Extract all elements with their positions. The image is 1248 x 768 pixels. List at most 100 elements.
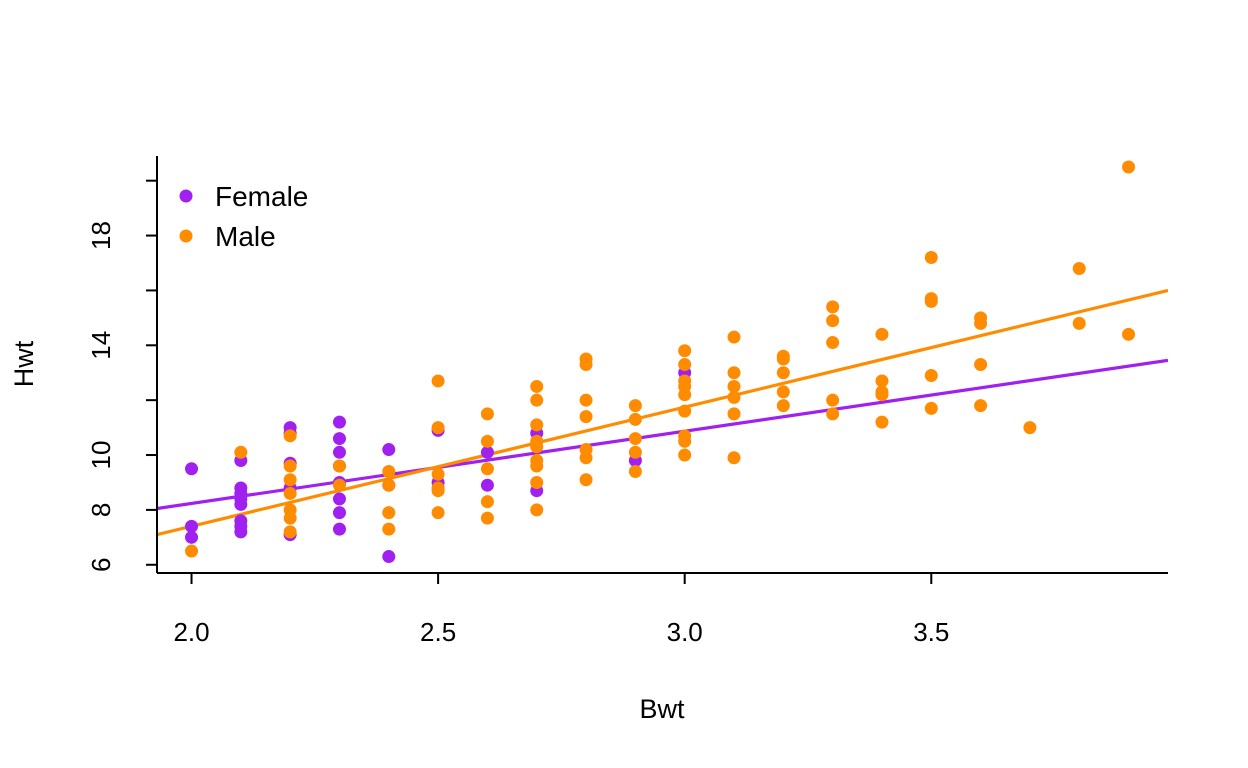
y-axis-title: Hwt <box>9 340 39 387</box>
data-point <box>234 445 248 459</box>
x-tick-label: 3.5 <box>913 617 949 647</box>
data-point <box>1072 316 1086 330</box>
data-point <box>628 464 642 478</box>
data-point <box>530 459 544 473</box>
data-point <box>727 330 741 344</box>
y-ticks: 6 8 10 14 18 <box>86 179 157 572</box>
data-point <box>678 434 692 448</box>
series-male <box>185 160 1136 558</box>
data-point <box>382 464 396 478</box>
data-point <box>1023 421 1037 435</box>
data-point <box>530 503 544 517</box>
data-point <box>480 462 494 476</box>
data-point <box>678 388 692 402</box>
data-point <box>924 251 938 265</box>
data-point <box>727 451 741 465</box>
data-point <box>579 451 593 465</box>
legend: Female Male <box>179 181 308 252</box>
data-point <box>579 410 593 424</box>
data-point <box>628 432 642 446</box>
data-point <box>332 459 346 473</box>
data-point <box>480 511 494 525</box>
data-point <box>332 445 346 459</box>
data-point <box>678 344 692 358</box>
data-point <box>579 473 593 487</box>
data-point <box>628 412 642 426</box>
data-point <box>924 294 938 308</box>
data-point <box>727 390 741 404</box>
fit-line-male <box>157 288 1168 537</box>
data-point <box>234 525 248 539</box>
y-tick-label: 8 <box>86 503 116 517</box>
x-tick-label: 3.0 <box>667 617 703 647</box>
legend-label: Male <box>215 221 276 252</box>
data-point <box>382 506 396 520</box>
data-point <box>826 300 840 314</box>
data-point <box>678 448 692 462</box>
x-tick-label: 2.0 <box>173 617 209 647</box>
data-point <box>924 368 938 382</box>
data-point <box>727 379 741 393</box>
data-point <box>826 393 840 407</box>
data-points <box>185 160 1136 564</box>
y-tick-label: 18 <box>86 221 116 250</box>
x-ticks: 2.0 2.5 3.0 3.5 <box>173 573 949 647</box>
data-point <box>382 443 396 457</box>
data-point <box>332 478 346 492</box>
data-point <box>530 440 544 454</box>
fit-lines <box>157 288 1168 537</box>
legend-item-female: Female <box>179 181 308 212</box>
data-point <box>332 492 346 506</box>
data-point <box>530 393 544 407</box>
data-point <box>480 445 494 459</box>
data-point <box>283 511 297 525</box>
data-point <box>826 407 840 421</box>
data-point <box>283 429 297 443</box>
data-point <box>431 484 445 498</box>
data-point <box>875 388 889 402</box>
data-point <box>431 374 445 388</box>
data-point <box>382 478 396 492</box>
data-point <box>283 459 297 473</box>
y-tick-label: 10 <box>86 441 116 470</box>
data-point <box>628 445 642 459</box>
data-point <box>974 316 988 330</box>
data-point <box>875 374 889 388</box>
y-tick-label: 6 <box>86 558 116 572</box>
data-point <box>480 478 494 492</box>
data-point <box>530 475 544 489</box>
data-point <box>1122 327 1136 341</box>
data-point <box>826 314 840 328</box>
data-point <box>875 415 889 429</box>
data-point <box>480 495 494 509</box>
data-point <box>332 432 346 446</box>
data-point <box>727 366 741 380</box>
data-point <box>431 467 445 481</box>
data-point <box>1122 160 1136 174</box>
fit-line-female <box>157 358 1168 511</box>
data-point <box>776 385 790 399</box>
axes: 2.0 2.5 3.0 3.5 6 8 10 14 18 <box>86 156 1168 647</box>
data-point <box>530 379 544 393</box>
data-point <box>283 486 297 500</box>
data-point <box>382 522 396 536</box>
data-point <box>678 404 692 418</box>
data-point <box>431 506 445 520</box>
data-point <box>185 462 199 476</box>
y-tick-label: 14 <box>86 331 116 360</box>
data-point <box>480 434 494 448</box>
data-point <box>776 352 790 366</box>
data-point <box>826 336 840 350</box>
data-point <box>185 519 199 533</box>
data-point <box>974 399 988 413</box>
data-point <box>185 544 199 558</box>
data-point <box>628 399 642 413</box>
data-point <box>530 418 544 432</box>
legend-label: Female <box>215 181 308 212</box>
data-point <box>332 506 346 520</box>
data-point <box>875 327 889 341</box>
x-axis-title: Bwt <box>639 694 685 724</box>
data-point <box>234 497 248 511</box>
data-point <box>579 393 593 407</box>
